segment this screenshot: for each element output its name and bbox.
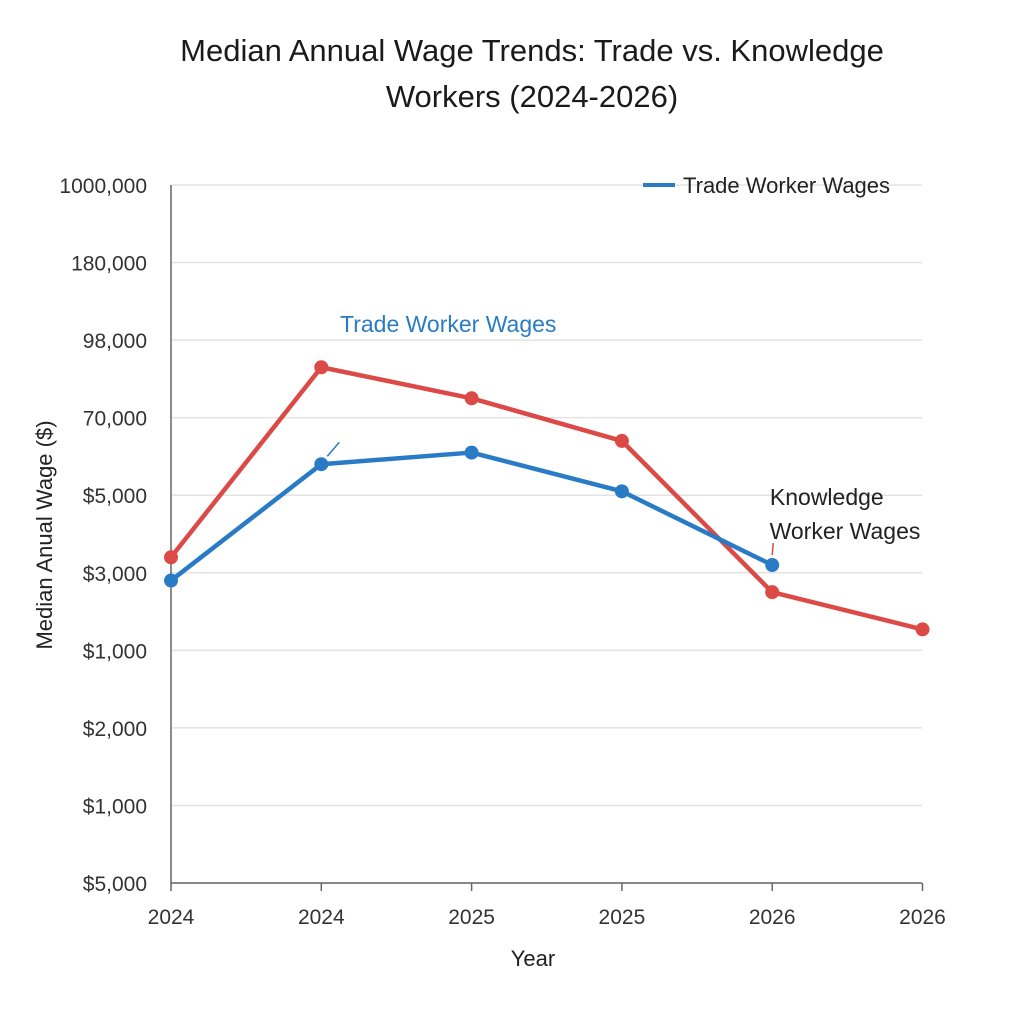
- chart-title-line-2: Workers (2024-2026): [385, 79, 679, 114]
- series-1-point-1: [314, 360, 329, 375]
- x-tick-label-2: 2025: [448, 906, 495, 929]
- series-0-point-3: [614, 484, 629, 499]
- annotation-knowledge-line-1: Knowledge: [770, 484, 884, 510]
- x-tick-label-1: 2024: [298, 906, 345, 929]
- x-axis-title: Year: [511, 946, 555, 971]
- y-axis-title: Median Anual Wage ($): [32, 420, 57, 649]
- y-tick-label-8: $1,000: [83, 795, 147, 818]
- series-1-point-3: [614, 433, 629, 448]
- annotation-leader-knowledge: [771, 542, 774, 556]
- x-tick-label-4: 2026: [749, 906, 796, 929]
- series-1-point-5: [915, 622, 930, 637]
- series-0-point-1: [314, 457, 329, 472]
- x-tick-label-5: 2026: [899, 906, 946, 929]
- y-tick-label-2: 98,000: [83, 330, 147, 353]
- y-tick-label-5: $3,000: [83, 563, 147, 586]
- y-tick-label-9: $5,000: [83, 873, 147, 896]
- annotation-trade-worker-wages: Trade Worker Wages: [340, 311, 556, 337]
- x-tick-label-0: 2024: [148, 906, 195, 929]
- gridlines: [171, 184, 922, 884]
- axes: [170, 185, 924, 891]
- legend-label-trade-worker-wages: Trade Worker Wages: [683, 173, 890, 198]
- y-tick-label-7: $2,000: [83, 718, 147, 741]
- annotation-knowledge-line-2: Worker Wages: [770, 518, 921, 544]
- y-tick-label-4: $5,000: [83, 485, 147, 508]
- y-tick-labels: 1000,000 180,000 98,000 70,000 $5,000 $3,000 $…: [59, 175, 147, 896]
- chart-title-line-1: Median Annual Wage Trends: Trade vs. Kno…: [180, 33, 884, 68]
- series-line-1: [168, 365, 925, 632]
- series-1-point-0: [164, 550, 178, 565]
- y-tick-label-3: 70,000: [83, 408, 147, 431]
- x-tick-labels: 2024 2024 2025 2025 2026 2026: [148, 906, 946, 929]
- chart-title: Median Annual Wage Trends: Trade vs. Kno…: [62, 28, 1002, 120]
- y-tick-label-1: 180,000: [71, 253, 147, 276]
- annotation-leader-trade: [326, 441, 340, 457]
- legend: Trade Worker Wages: [643, 173, 890, 198]
- series-markers: [164, 360, 930, 637]
- series-line-0: [168, 450, 775, 583]
- x-tick-label-3: 2025: [599, 906, 646, 929]
- y-tick-label-0: 1000,000: [59, 175, 147, 198]
- series-0-point-0: [164, 573, 178, 588]
- series-1-point-4: [765, 585, 780, 600]
- annotations: Trade Worker Wages Knowledge Worker Wage…: [326, 311, 921, 556]
- y-tick-label-6: $1,000: [83, 640, 147, 663]
- series-0-point-4: [765, 558, 780, 573]
- series-0-point-2: [464, 445, 479, 460]
- annotation-knowledge-worker-wages: Knowledge Worker Wages: [770, 484, 921, 544]
- series-1-point-2: [464, 391, 479, 406]
